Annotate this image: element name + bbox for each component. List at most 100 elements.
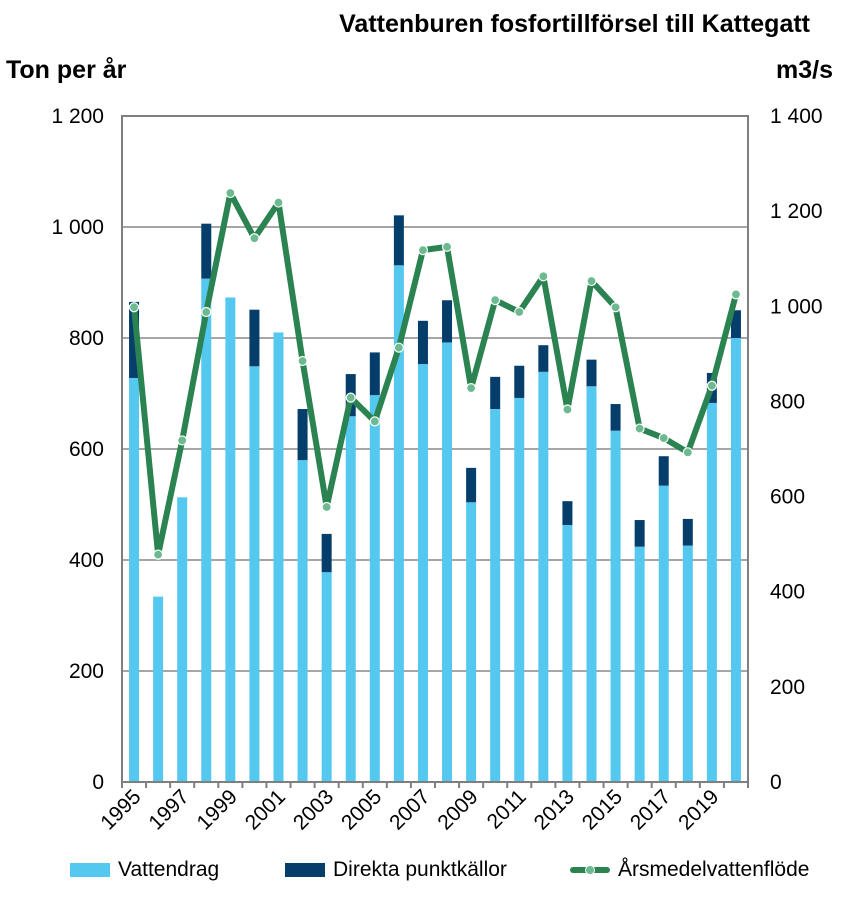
point-arsmedelvattenflode [730, 289, 742, 300]
legend-item-arsmedelvattenflode: Årsmedelvattenflöde [570, 858, 809, 882]
y-right-tick-label: 1 200 [770, 200, 823, 223]
bar-direkta-punktkallor [297, 409, 308, 461]
bar-vattendrag [610, 430, 621, 782]
x-tick-label: 2007 [385, 785, 434, 834]
bar-direkta-punktkallor [393, 215, 404, 266]
point-arsmedelvattenflode [249, 233, 260, 244]
bar-direkta-punktkallor [730, 310, 741, 338]
bar-direkta-punktkallor [562, 501, 573, 526]
bar-vattendrag [321, 572, 332, 782]
bar-vattendrag [490, 409, 501, 782]
bar-vattendrag [417, 364, 428, 782]
x-tick-label: 2011 [483, 785, 531, 833]
point-arsmedelvattenflode [225, 187, 236, 199]
x-tick-label: 2001 [241, 785, 290, 834]
axes [121, 115, 749, 788]
point-arsmedelvattenflode [562, 404, 573, 415]
bar-vattendrag [393, 265, 404, 782]
bar-vattendrag [730, 338, 741, 782]
x-tick-label: 1997 [144, 785, 193, 834]
chart-title: Vattenburen fosfortillförsel till Katteg… [339, 10, 810, 38]
point-arsmedelvattenflode [490, 295, 501, 306]
point-arsmedelvattenflode [610, 302, 621, 313]
point-arsmedelvattenflode [658, 432, 669, 444]
y-left-tick-label: 1 000 [51, 216, 104, 239]
point-arsmedelvattenflode [393, 342, 404, 353]
y-left-tick-label: 600 [69, 438, 104, 461]
line-arsmedelvattenflode [131, 190, 739, 558]
bar-vattendrag [706, 402, 717, 782]
y-right-tick-label: 1 000 [770, 295, 823, 318]
grid-lines [122, 226, 748, 672]
y-left-tick-label: 800 [69, 327, 104, 350]
chart-plot: 0 200 400 600 800 1 000 1 200 0 200 400 600 800 1 00… [51, 105, 823, 835]
flow-line [128, 187, 742, 560]
bar-direkta-punktkallor [490, 376, 501, 410]
bar-direkta-punktkallor [538, 345, 549, 372]
point-arsmedelvattenflode [417, 245, 429, 256]
bar-vattendrag [129, 377, 140, 782]
x-tick-label: 2017 [626, 785, 675, 834]
bar-direkta-punktkallor [466, 467, 477, 503]
x-tick-label: 2009 [433, 785, 482, 834]
bar-vattendrag [538, 371, 549, 782]
x-tick-label: 2015 [578, 785, 627, 834]
y-left-tick-label: 1 200 [51, 105, 104, 128]
y-left-tick-label: 400 [69, 549, 104, 572]
bar-direkta-punktkallor [682, 518, 693, 546]
legend-label-arsmedelvattenflode: Årsmedelvattenflöde [618, 858, 810, 881]
bar-direkta-punktkallor [514, 365, 525, 398]
bar-direkta-punktkallor [129, 301, 140, 378]
bar-direkta-punktkallor [369, 352, 380, 396]
bar-vattendrag [249, 366, 260, 782]
y-right-tick-label: 600 [770, 486, 805, 509]
x-tick-label: 2019 [674, 785, 723, 834]
bar-vattendrag [634, 546, 645, 782]
legend-label-direkta-punktkallor: Direkta punktkällor [333, 858, 507, 881]
legend-label-vattendrag: Vattendrag [118, 858, 220, 881]
point-arsmedelvattenflode [345, 392, 356, 403]
point-arsmedelvattenflode [634, 423, 645, 434]
bar-vattendrag [442, 342, 453, 782]
y-left-tick-label: 0 [92, 771, 104, 794]
bar-vattendrag [514, 397, 525, 782]
bar-direkta-punktkallor [417, 320, 428, 365]
point-arsmedelvattenflode [153, 549, 164, 560]
x-tick-label: 2013 [530, 785, 579, 834]
bar-vattendrag [225, 297, 236, 782]
bar-vattendrag [562, 525, 573, 782]
x-tick-label: 2003 [289, 785, 338, 834]
bar-vattendrag [273, 332, 284, 782]
bar-vattendrag [297, 460, 308, 782]
y-axis-right-label: m3/s [776, 56, 833, 84]
point-arsmedelvattenflode [321, 501, 332, 513]
point-arsmedelvattenflode [538, 271, 549, 282]
point-arsmedelvattenflode [682, 447, 693, 458]
y-right-tick-label: 1 400 [770, 105, 823, 128]
legend-swatch-direkta-punktkallor [285, 863, 325, 877]
y-right-tick-label: 800 [770, 390, 805, 413]
x-tick-label: 1999 [193, 785, 242, 834]
bar-vattendrag [201, 278, 212, 782]
legend-swatch-arsmedelvattenflode [570, 863, 610, 877]
legend-item-direkta-punktkallor: Direkta punktkällor [285, 858, 507, 882]
bar-vattendrag [369, 395, 380, 782]
y-left-tick-label: 200 [69, 660, 104, 683]
bar-direkta-punktkallor [610, 404, 621, 431]
point-arsmedelvattenflode [586, 275, 597, 287]
bar-vattendrag [682, 545, 693, 782]
point-arsmedelvattenflode [369, 416, 380, 427]
bar-direkta-punktkallor [442, 300, 453, 343]
bar-vattendrag [586, 386, 597, 782]
bar-direkta-punktkallor [249, 309, 260, 367]
point-arsmedelvattenflode [466, 383, 477, 394]
x-tick-label: 2005 [337, 785, 386, 834]
point-arsmedelvattenflode [441, 241, 453, 252]
point-arsmedelvattenflode [514, 306, 525, 318]
bar-direkta-punktkallor [586, 359, 597, 387]
bar-direkta-punktkallor [634, 520, 645, 547]
bar-vattendrag [658, 485, 669, 782]
bar-direkta-punktkallor [658, 456, 669, 486]
legend-item-vattendrag: Vattendrag [70, 858, 219, 882]
bar-direkta-punktkallor [201, 223, 212, 279]
